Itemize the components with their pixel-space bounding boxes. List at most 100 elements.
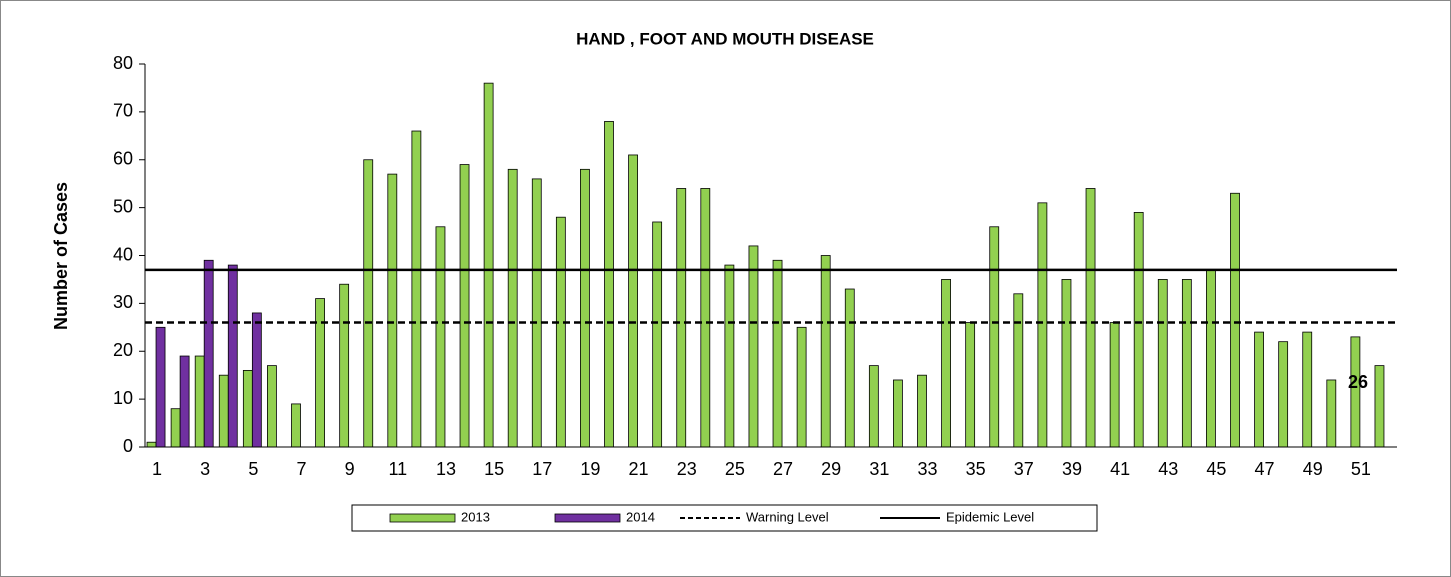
legend-swatch [389, 513, 456, 523]
bar [155, 326, 166, 448]
bar [507, 168, 518, 448]
bar [267, 365, 277, 448]
x-tick-label: 51 [1351, 459, 1371, 479]
legend-label: 2014 [626, 509, 655, 524]
y-tick-label: 20 [113, 340, 133, 360]
bar [1133, 212, 1144, 448]
bar [1326, 379, 1337, 448]
legend-swatch [554, 513, 621, 523]
bar [844, 288, 855, 448]
x-tick-label: 3 [200, 459, 210, 479]
bar [700, 188, 711, 448]
bar [580, 168, 590, 448]
x-tick-label: 1 [152, 459, 162, 479]
x-tick-label: 35 [966, 459, 986, 479]
y-tick-label: 0 [123, 436, 133, 456]
bar [772, 259, 783, 448]
bar [194, 355, 205, 448]
x-tick-label: 27 [773, 459, 793, 479]
bar [179, 355, 190, 448]
bar [435, 226, 446, 448]
bar [1254, 331, 1264, 448]
bar [483, 82, 494, 448]
bar [1206, 269, 1216, 448]
bar [1350, 336, 1361, 448]
bar [748, 245, 759, 448]
x-tick-label: 17 [532, 459, 552, 479]
x-tick-label: 45 [1206, 459, 1226, 479]
x-tick-label: 21 [629, 459, 649, 479]
bar [604, 121, 614, 448]
annotation: 26 [1348, 372, 1368, 392]
x-tick-label: 23 [677, 459, 697, 479]
bar [917, 374, 927, 448]
bar [242, 369, 253, 448]
bar [1230, 192, 1240, 448]
x-tick-label: 41 [1110, 459, 1130, 479]
bar [676, 188, 687, 448]
y-tick-label: 10 [113, 388, 133, 408]
x-tick-label: 37 [1014, 459, 1034, 479]
legend-label: Warning Level [746, 509, 829, 524]
bar [218, 374, 229, 448]
bar [146, 441, 157, 448]
x-tick-label: 11 [388, 459, 407, 479]
y-tick-label: 30 [113, 292, 133, 312]
bar [965, 322, 976, 448]
bar [387, 173, 398, 448]
bar [820, 255, 831, 448]
bar [1037, 202, 1048, 448]
x-tick-label: 13 [436, 459, 456, 479]
bar [989, 226, 1000, 448]
bar [203, 259, 214, 448]
bar [291, 403, 301, 448]
bar [941, 279, 951, 448]
bar [868, 365, 879, 448]
y-axis-label: Number of Cases [51, 182, 71, 330]
y-tick-label: 80 [113, 53, 133, 73]
bar [1085, 188, 1096, 448]
y-tick-label: 70 [113, 101, 133, 121]
y-tick-label: 50 [113, 196, 133, 216]
legend-label: Epidemic Level [946, 509, 1034, 524]
bar [1157, 279, 1168, 448]
x-tick-label: 47 [1255, 459, 1275, 479]
x-tick-label: 33 [917, 459, 937, 479]
bar [893, 379, 903, 448]
bar [1374, 365, 1385, 448]
x-tick-label: 5 [248, 459, 258, 479]
bar [1109, 322, 1120, 448]
bar [652, 221, 663, 448]
bar [363, 159, 374, 448]
bar [1278, 341, 1289, 448]
bar [251, 312, 262, 448]
bar [1181, 279, 1192, 448]
bar [315, 298, 325, 448]
x-tick-label: 9 [345, 459, 355, 479]
bar [628, 154, 638, 448]
bar [555, 216, 566, 448]
bar [411, 130, 422, 448]
bar [339, 283, 350, 448]
y-tick-label: 60 [113, 149, 133, 169]
bar [227, 264, 238, 448]
legend-label: 2013 [461, 509, 490, 524]
bar [1302, 331, 1313, 448]
x-tick-label: 31 [869, 459, 889, 479]
chart-title: HAND , FOOT AND MOUTH DISEASE [576, 29, 874, 48]
bar [796, 326, 807, 448]
bar [170, 408, 181, 448]
x-tick-label: 29 [821, 459, 841, 479]
x-tick-label: 25 [725, 459, 745, 479]
x-tick-label: 19 [580, 459, 600, 479]
x-tick-label: 15 [484, 459, 504, 479]
bar [459, 164, 470, 448]
x-tick-label: 43 [1158, 459, 1178, 479]
y-tick-label: 40 [113, 244, 133, 264]
x-tick-label: 39 [1062, 459, 1082, 479]
x-tick-label: 7 [296, 459, 306, 479]
bar [724, 264, 735, 448]
x-tick-label: 49 [1303, 459, 1323, 479]
bar [531, 178, 542, 448]
